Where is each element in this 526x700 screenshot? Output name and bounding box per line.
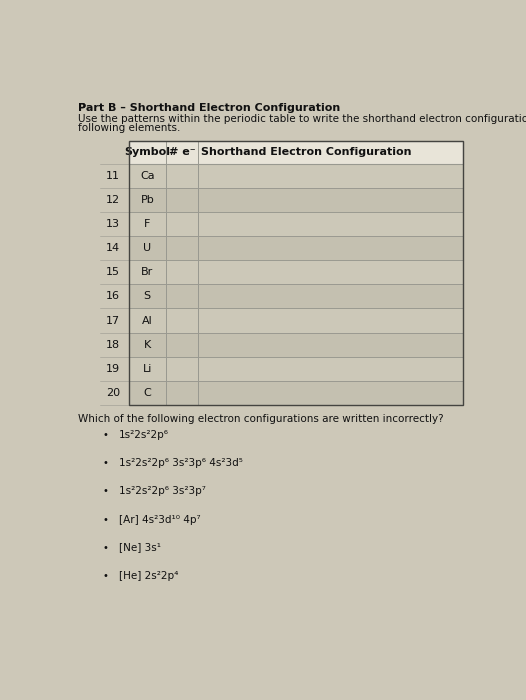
Bar [198, 309, 463, 332]
Text: Li: Li [143, 363, 152, 374]
Bar [198, 212, 463, 237]
Bar [129, 237, 166, 260]
Bar [129, 141, 463, 164]
Bar [198, 237, 463, 260]
Text: # e⁻: # e⁻ [169, 148, 195, 158]
Text: 13: 13 [106, 219, 120, 230]
Bar [198, 260, 463, 284]
Text: [Ar] 4s²3d¹⁰ 4p⁷: [Ar] 4s²3d¹⁰ 4p⁷ [119, 514, 200, 524]
Text: 12: 12 [106, 195, 120, 205]
Text: Al: Al [142, 316, 153, 326]
Text: 19: 19 [106, 363, 120, 374]
Text: Symbol: Symbol [124, 148, 170, 158]
Bar [198, 332, 463, 356]
Text: [Ne] 3s¹: [Ne] 3s¹ [119, 542, 161, 552]
Text: S: S [144, 291, 151, 302]
Text: Use the patterns within the periodic table to write the shorthand electron confi: Use the patterns within the periodic tab… [78, 113, 526, 124]
Text: 14: 14 [106, 244, 120, 253]
Bar [129, 141, 463, 405]
Bar [129, 188, 166, 212]
Bar [129, 164, 166, 188]
Bar [166, 309, 198, 332]
Text: Part B – Shorthand Electron Configuration: Part B – Shorthand Electron Configuratio… [78, 103, 340, 113]
Text: [He] 2s²2p⁴: [He] 2s²2p⁴ [119, 570, 178, 580]
Bar [166, 237, 198, 260]
Text: 1s²2s²2p⁶: 1s²2s²2p⁶ [119, 430, 169, 440]
Bar [129, 309, 166, 332]
Text: •: • [103, 570, 108, 580]
Text: F: F [144, 219, 150, 230]
Bar [166, 212, 198, 237]
Bar [166, 381, 198, 405]
Text: Br: Br [141, 267, 154, 277]
Bar [129, 381, 166, 405]
Text: 15: 15 [106, 267, 120, 277]
Text: 18: 18 [106, 340, 120, 349]
Bar [166, 356, 198, 381]
Text: P: P [78, 103, 86, 113]
Text: 16: 16 [106, 291, 120, 302]
Text: U: U [143, 244, 151, 253]
Bar [198, 164, 463, 188]
Bar [166, 260, 198, 284]
Bar [166, 188, 198, 212]
Text: 11: 11 [106, 172, 120, 181]
Bar [198, 356, 463, 381]
Text: Pb: Pb [140, 195, 154, 205]
Text: C: C [144, 388, 151, 398]
Text: •: • [103, 542, 108, 552]
Text: Which of the following electron configurations are written incorrectly?: Which of the following electron configur… [78, 414, 443, 424]
Bar [198, 381, 463, 405]
Bar [166, 164, 198, 188]
Text: following elements.: following elements. [78, 122, 180, 133]
Text: •: • [103, 514, 108, 524]
Bar [129, 332, 166, 356]
Bar [129, 212, 166, 237]
Bar [129, 356, 166, 381]
Text: •: • [103, 486, 108, 496]
Bar [129, 284, 166, 309]
Bar [198, 188, 463, 212]
Bar [166, 284, 198, 309]
Text: 1s²2s²2p⁶ 3s²3p⁶ 4s²3d⁵: 1s²2s²2p⁶ 3s²3p⁶ 4s²3d⁵ [119, 458, 242, 468]
Text: 20: 20 [106, 388, 120, 398]
Text: •: • [103, 430, 108, 440]
Text: Shorthand Electron Configuration: Shorthand Electron Configuration [201, 148, 412, 158]
Bar [129, 260, 166, 284]
Text: K: K [144, 340, 151, 349]
Text: 1s²2s²2p⁶ 3s²3p⁷: 1s²2s²2p⁶ 3s²3p⁷ [119, 486, 206, 496]
Bar [166, 332, 198, 356]
Text: •: • [103, 458, 108, 468]
Text: Ca: Ca [140, 172, 155, 181]
Text: 17: 17 [106, 316, 120, 326]
Bar [198, 284, 463, 309]
